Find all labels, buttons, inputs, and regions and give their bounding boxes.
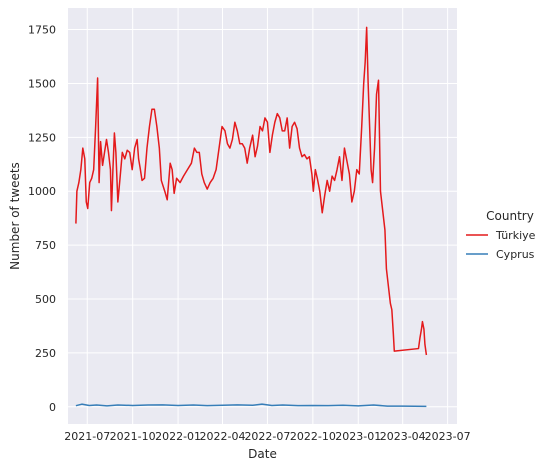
x-tick-label: 2023-04 <box>380 430 426 443</box>
legend-entry: Türkiye <box>495 229 536 242</box>
x-tick-label: 2022-04 <box>200 430 246 443</box>
legend: Country Türkiye Cyprus <box>466 209 536 261</box>
y-tick-label: 0 <box>49 401 56 414</box>
x-tick-label: 2021-10 <box>110 430 156 443</box>
legend-entry: Cyprus <box>496 248 535 261</box>
y-tick-label: 1250 <box>28 131 56 144</box>
grid <box>68 8 457 424</box>
plot-area <box>68 8 457 424</box>
x-tick-label: 2021-07 <box>64 430 110 443</box>
y-axis-label: Number of tweets <box>8 162 22 270</box>
x-tick-label: 2023-01 <box>335 430 381 443</box>
x-tick-label: 2022-10 <box>290 430 336 443</box>
series-line-0 <box>75 26 428 356</box>
series-line-1 <box>75 403 427 408</box>
x-axis-label: Date <box>248 447 277 461</box>
series-layer <box>75 26 428 408</box>
y-tick-label: 250 <box>35 347 56 360</box>
y-tick-label: 1000 <box>28 185 56 198</box>
y-tick-label: 1500 <box>28 77 56 90</box>
y-tick-label: 750 <box>35 239 56 252</box>
x-tick-label: 2022-07 <box>244 430 290 443</box>
y-tick-label: 1750 <box>28 24 56 37</box>
y-tick-label: 500 <box>35 293 56 306</box>
x-tick-label: 2023-07 <box>425 430 471 443</box>
tick-labels: 0 250 500 750 1000 1250 1500 1750 2021-07 2021-10… <box>28 24 471 443</box>
legend-title: Country <box>486 209 534 223</box>
x-tick-label: 2022-01 <box>155 430 201 443</box>
